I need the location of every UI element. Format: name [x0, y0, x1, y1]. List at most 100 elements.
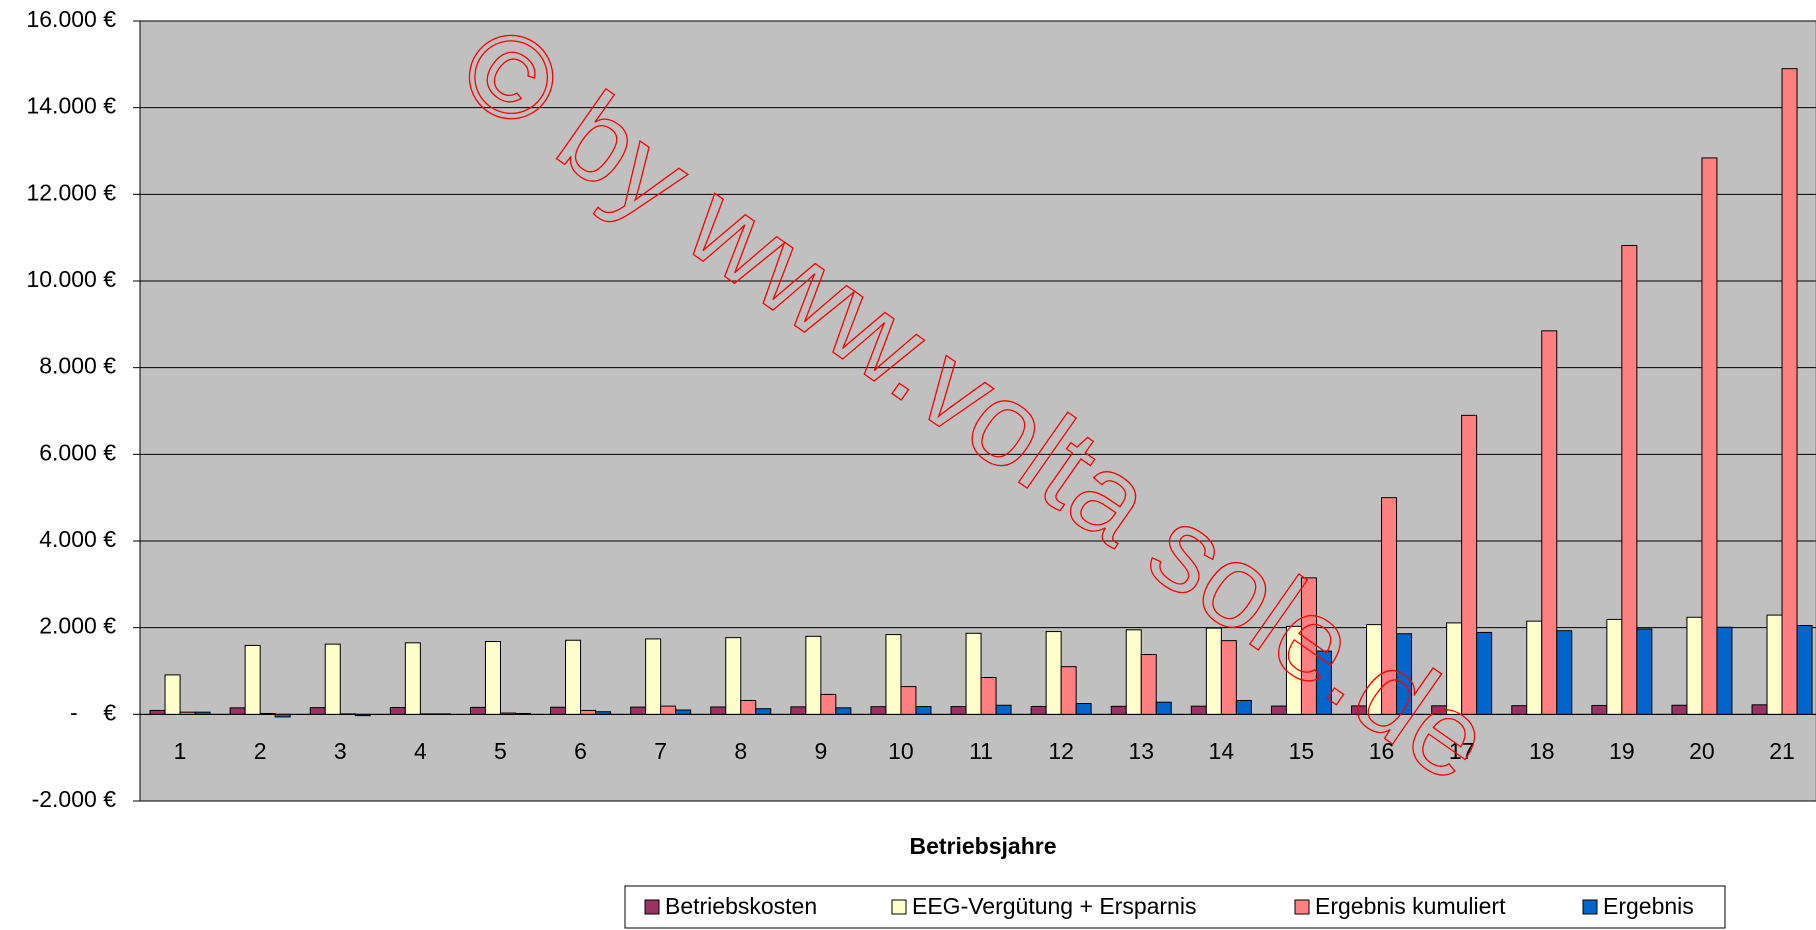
legend-label: EEG-Vergütung + Ersparnis — [912, 893, 1196, 919]
bar — [309, 707, 326, 715]
bar — [645, 638, 662, 715]
x-tick-label: 2 — [254, 738, 267, 764]
bar — [354, 713, 371, 717]
bar — [1461, 414, 1478, 715]
bar — [550, 706, 567, 715]
bar — [1045, 631, 1062, 715]
bar — [1300, 577, 1317, 715]
y-tick-label: 8.000 € — [39, 353, 116, 379]
bar — [499, 712, 516, 715]
bar — [1110, 705, 1127, 715]
y-tick-label: 4.000 € — [39, 526, 116, 552]
bar — [339, 713, 356, 715]
bar — [1190, 705, 1207, 715]
bar — [389, 706, 406, 715]
bar — [1686, 616, 1703, 715]
bar — [1030, 705, 1047, 715]
bar — [469, 706, 486, 715]
y-tick-label: 14.000 € — [26, 93, 116, 119]
bar — [1270, 705, 1287, 715]
bar — [900, 686, 917, 715]
bar — [565, 639, 582, 715]
x-tick-label: 20 — [1689, 738, 1715, 764]
x-tick-label: 21 — [1769, 738, 1795, 764]
bar — [790, 706, 807, 715]
x-tick-label: 18 — [1529, 738, 1555, 764]
bar — [675, 709, 692, 715]
bar — [244, 644, 261, 715]
bar — [1716, 626, 1733, 715]
x-tick-label: 7 — [654, 738, 667, 764]
bar — [274, 713, 291, 718]
bar — [710, 706, 727, 715]
x-tick-label: 10 — [888, 738, 914, 764]
bar — [1511, 705, 1528, 715]
bar — [1796, 625, 1813, 715]
bar — [419, 713, 436, 715]
bar — [755, 708, 772, 715]
x-tick-label: 3 — [334, 738, 347, 764]
bar — [404, 642, 421, 715]
bar — [995, 704, 1012, 715]
x-tick-label: 15 — [1289, 738, 1315, 764]
bar — [1396, 633, 1413, 715]
bar — [324, 643, 341, 715]
x-axis-title: Betriebsjahre — [909, 833, 1056, 859]
legend-label: Ergebnis kumuliert — [1315, 893, 1506, 919]
bar — [259, 712, 276, 715]
bar — [885, 634, 902, 715]
y-tick-label: 6.000 € — [39, 439, 116, 465]
y-tick-label: -2.000 € — [32, 786, 117, 812]
y-tick-label: 16.000 € — [26, 6, 116, 32]
bar — [484, 641, 501, 715]
x-tick-label: 14 — [1209, 738, 1235, 764]
bar — [229, 707, 246, 715]
bar — [1155, 701, 1172, 715]
x-tick-label: 11 — [969, 738, 993, 764]
bar — [1621, 244, 1638, 715]
bar — [1526, 620, 1543, 715]
bar — [1220, 640, 1237, 715]
y-tick-label: - € — [70, 699, 116, 725]
bar — [1591, 704, 1608, 715]
bar — [1606, 618, 1623, 715]
x-tick-label: 12 — [1048, 738, 1074, 764]
x-tick-label: 1 — [174, 738, 187, 764]
bar — [630, 706, 647, 715]
bar — [1381, 497, 1398, 715]
bar — [149, 709, 166, 715]
legend-swatch — [891, 899, 907, 915]
bar — [1701, 157, 1718, 715]
bar — [194, 711, 211, 715]
bar — [1556, 630, 1573, 715]
bar — [595, 711, 612, 715]
bar — [434, 713, 451, 715]
legend-label: Ergebnis — [1603, 893, 1694, 919]
y-tick-label: 2.000 € — [39, 613, 116, 639]
bar — [514, 712, 531, 715]
bar — [980, 677, 997, 715]
bar — [1315, 650, 1332, 715]
x-tick-label: 8 — [734, 738, 747, 764]
bar — [164, 674, 181, 715]
bar — [1671, 704, 1688, 715]
legend — [624, 885, 1726, 929]
bar — [1140, 654, 1157, 715]
bar — [179, 711, 196, 715]
bar — [725, 637, 742, 715]
bar — [740, 699, 757, 715]
bar — [820, 693, 837, 715]
bar — [870, 706, 887, 715]
bar — [1541, 330, 1558, 715]
bar — [1766, 614, 1783, 715]
bar — [915, 706, 932, 715]
bar — [835, 707, 852, 715]
bar — [1060, 666, 1077, 715]
bar — [805, 635, 822, 715]
y-tick-label: 12.000 € — [26, 179, 116, 205]
legend-swatch — [644, 899, 660, 915]
x-tick-label: 5 — [494, 738, 507, 764]
bar — [1075, 703, 1092, 715]
